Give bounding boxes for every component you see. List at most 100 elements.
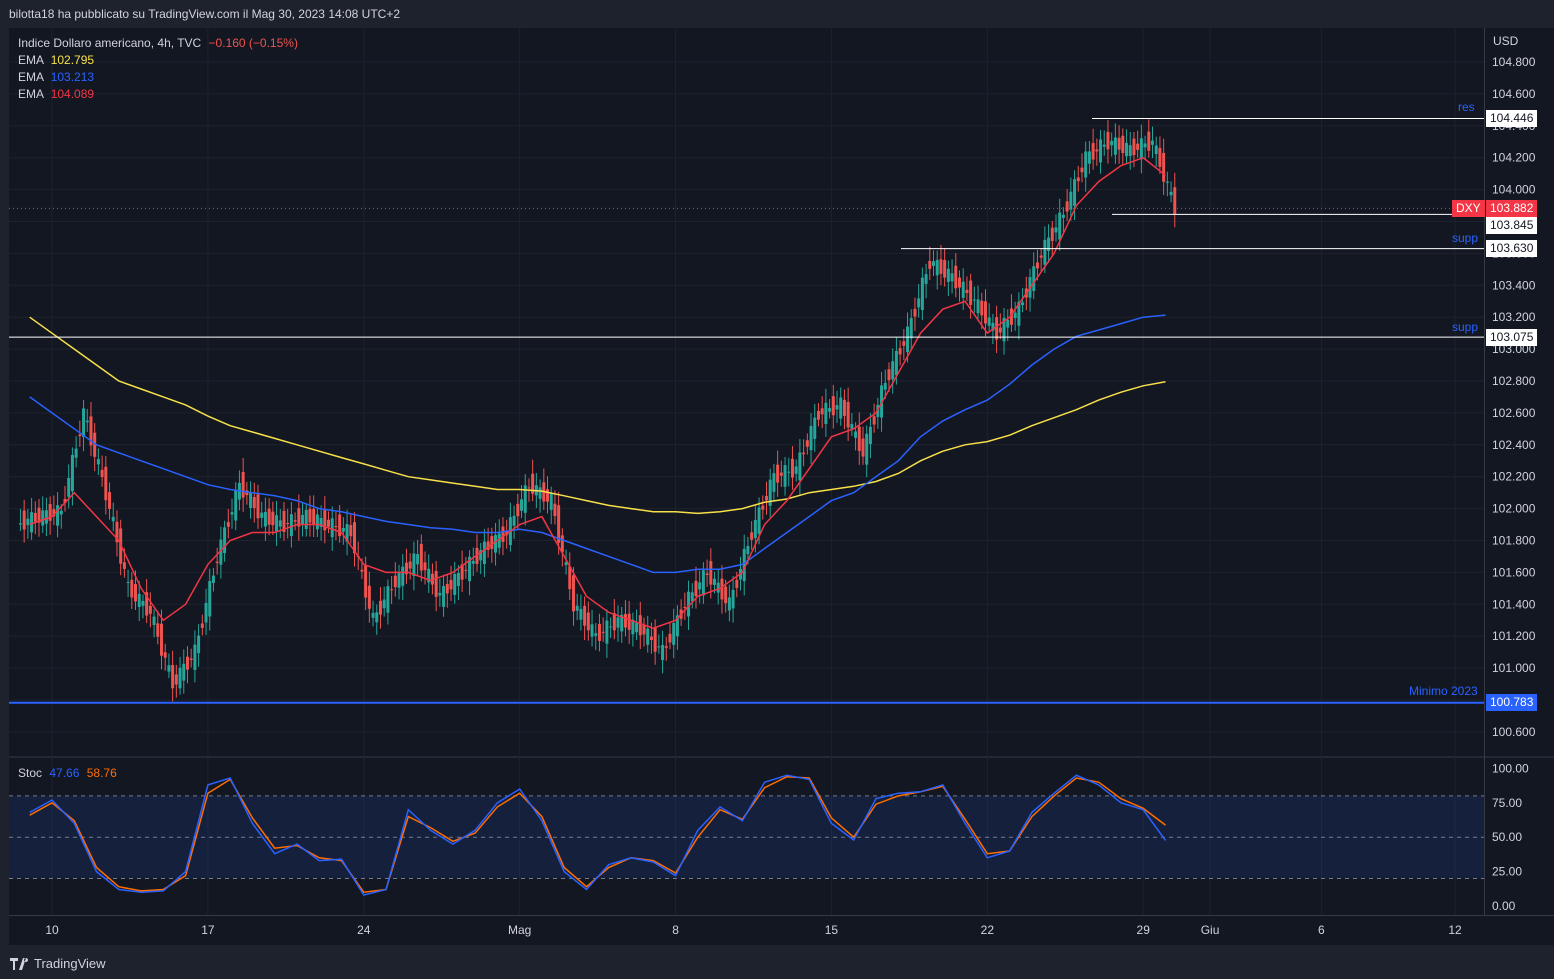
candle-body	[820, 408, 824, 415]
candle-body	[939, 259, 943, 274]
candle-body	[327, 519, 331, 527]
candle-body	[52, 509, 56, 517]
candle-body	[972, 299, 976, 301]
candle-body	[178, 667, 182, 689]
time-tick-label: 8	[672, 923, 679, 937]
candle-body	[575, 605, 579, 611]
candle-body	[115, 521, 119, 543]
time-tick-label: 6	[1318, 923, 1325, 937]
candle-body	[668, 633, 672, 643]
candle-body	[538, 487, 542, 499]
ema1-label[interactable]: EMA	[18, 53, 44, 67]
candle-body	[1039, 255, 1043, 258]
candle-body	[1121, 135, 1125, 154]
candle-body	[597, 623, 601, 641]
candle-body	[1084, 151, 1088, 178]
candle-body	[189, 658, 193, 661]
tradingview-logo[interactable]: TradingView	[10, 956, 106, 971]
candle-body	[920, 277, 924, 311]
candle-body	[720, 578, 724, 600]
candle-body	[638, 615, 642, 636]
candle-body	[1158, 147, 1162, 167]
candle-body	[364, 565, 368, 598]
candle-body	[894, 350, 898, 376]
candle-body	[549, 493, 553, 510]
candle-body	[145, 592, 149, 616]
candle-body	[1073, 179, 1077, 206]
ema2-label[interactable]: EMA	[18, 70, 44, 84]
candle-body	[527, 487, 531, 489]
candle-body	[74, 448, 78, 458]
candle-body	[456, 572, 460, 587]
candle-body	[764, 496, 768, 501]
candle-body	[286, 522, 290, 525]
price-tick-label: 101.400	[1492, 597, 1536, 611]
candle-body	[1113, 137, 1117, 155]
candle-body	[382, 599, 386, 609]
candle-body	[126, 582, 130, 584]
publish-header: bilotta18 ha pubblicato su TradingView.c…	[0, 0, 1554, 28]
candle-body	[865, 433, 869, 465]
candle-body	[349, 525, 353, 537]
candle-body	[727, 597, 731, 611]
candle-body	[943, 260, 947, 278]
price-tick-label: 104.000	[1492, 183, 1536, 197]
candle-body	[1139, 138, 1143, 160]
candle-body	[315, 514, 319, 530]
candle-body	[954, 265, 958, 289]
candle-body	[1169, 191, 1173, 196]
candle-body	[85, 420, 89, 423]
candle-body	[404, 562, 408, 575]
candle-body	[805, 440, 809, 447]
res-price-tag: 104.446	[1486, 110, 1538, 127]
candle-body	[998, 327, 1002, 333]
candle-body	[672, 623, 676, 645]
candle-body	[104, 466, 108, 501]
candle-body	[779, 472, 783, 476]
candle-body	[635, 622, 639, 633]
candle-body	[434, 570, 438, 597]
symbol-title[interactable]: Indice Dollaro americano, 4h, TVC	[18, 36, 202, 50]
candle-body	[1061, 214, 1065, 218]
price-tick-label: 100.600	[1492, 725, 1536, 739]
candle-body	[393, 575, 397, 588]
candle-body	[913, 308, 917, 317]
current-symbol-tag: DXY	[1452, 200, 1485, 217]
candle-body	[772, 473, 776, 492]
candle-body	[416, 554, 420, 565]
candle-body	[798, 452, 802, 481]
candle-body	[134, 584, 138, 602]
candle-body	[995, 317, 999, 340]
time-axis[interactable]	[9, 915, 1554, 945]
supp3-price-tag: 103.075	[1486, 329, 1538, 346]
candle-body	[694, 580, 698, 596]
candle-body	[401, 566, 405, 586]
candle-body	[731, 589, 735, 609]
candle-body	[445, 583, 449, 594]
candle-body	[338, 514, 342, 537]
chart-pane[interactable]	[9, 28, 1484, 915]
candle-body	[41, 510, 45, 526]
candle-body	[583, 605, 587, 626]
candle-body	[872, 416, 876, 425]
candle-body	[223, 527, 227, 554]
candle-body	[204, 602, 208, 623]
price-axis[interactable]	[1484, 28, 1554, 915]
candle-body	[427, 568, 431, 583]
candle-body	[1162, 152, 1166, 182]
candle-body	[531, 473, 535, 494]
stoch-tick-label: 25.00	[1492, 865, 1522, 879]
candle-body	[226, 522, 230, 527]
candle-body	[319, 518, 323, 528]
candle-body	[301, 514, 305, 525]
candle-body	[924, 274, 928, 284]
candle-body	[564, 562, 568, 566]
candle-body	[753, 519, 757, 539]
stoch-label[interactable]: Stoc	[18, 766, 43, 780]
candle-body	[846, 401, 850, 428]
ema3-label[interactable]: EMA	[18, 87, 44, 101]
candle-body	[67, 477, 71, 497]
min-price-tag: 100.783	[1486, 694, 1538, 711]
candle-body	[813, 417, 817, 439]
